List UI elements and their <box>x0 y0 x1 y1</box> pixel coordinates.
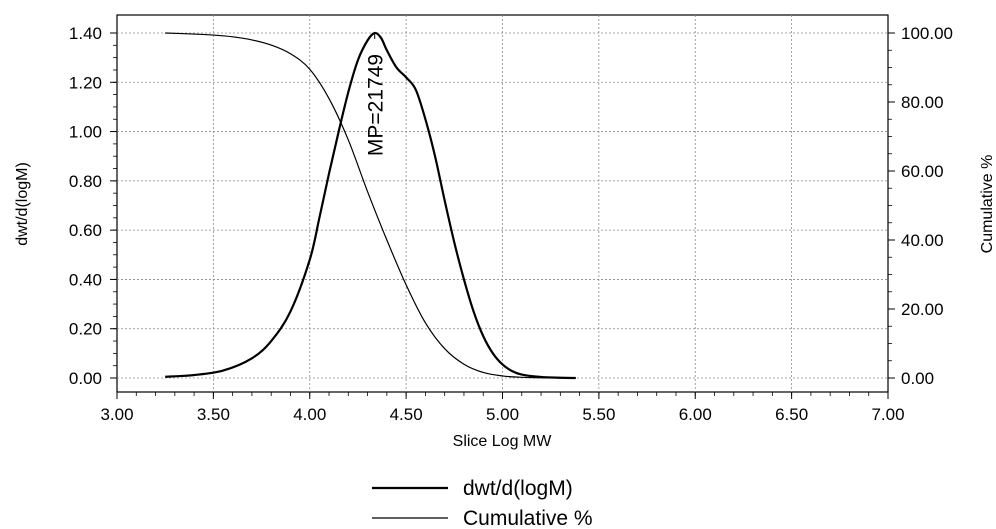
y2-tick-label: 100.00 <box>901 24 953 43</box>
y-axis-tick-labels: 0.00 0.20 0.40 0.60 0.80 1.00 1.20 1.40 <box>69 24 102 388</box>
x-tick-label: 7.00 <box>871 405 904 424</box>
y2-tick-label: 0.00 <box>901 369 934 388</box>
series-layer <box>165 31 576 380</box>
x-tick-label: 4.00 <box>293 405 326 424</box>
legend-label-cumulative: Cumulative % <box>463 507 593 529</box>
x-axis-title: Slice Log MW <box>453 433 553 450</box>
y-axis-title: dwt/d(logM) <box>14 162 31 246</box>
x-tick-label: 5.00 <box>486 405 519 424</box>
y-tick-label: 1.40 <box>69 24 102 43</box>
x-tick-label: 6.00 <box>679 405 712 424</box>
grid <box>117 15 888 392</box>
y2-tick-label: 60.00 <box>901 162 944 181</box>
x-tick-label: 6.50 <box>775 405 808 424</box>
y-tick-label: 1.00 <box>69 123 102 142</box>
x-tick-label: 3.50 <box>197 405 230 424</box>
x-tick-label: 4.50 <box>390 405 423 424</box>
mp-annotation: MP=21749 <box>365 54 388 156</box>
series-line-dwt <box>165 31 576 380</box>
y-tick-label: 0.20 <box>69 320 102 339</box>
x-axis-tick-labels: 3.00 3.50 4.00 4.50 5.00 5.50 6.00 6.50 7.00 <box>100 405 904 424</box>
legend: dwt/d(logM) Cumulative % <box>372 477 593 529</box>
axis-ticks <box>110 32 895 399</box>
y2-tick-label: 20.00 <box>901 300 944 319</box>
y-tick-label: 0.80 <box>69 172 102 191</box>
y2-tick-label: 80.00 <box>901 93 944 112</box>
y2-axis-title: Cumulative % <box>979 155 996 254</box>
y-tick-label: 1.20 <box>69 73 102 92</box>
series-line-cumulative <box>165 32 576 379</box>
x-tick-label: 5.50 <box>582 405 615 424</box>
legend-label-dwt: dwt/d(logM) <box>463 477 573 500</box>
y2-tick-label: 40.00 <box>901 231 944 250</box>
x-tick-label: 3.00 <box>100 405 133 424</box>
y2-axis-tick-labels: 0.00 20.00 40.00 60.00 80.00 100.00 <box>901 24 953 388</box>
y-tick-label: 0.60 <box>69 221 102 240</box>
y-tick-label: 0.00 <box>69 369 102 388</box>
y-tick-label: 0.40 <box>69 270 102 289</box>
